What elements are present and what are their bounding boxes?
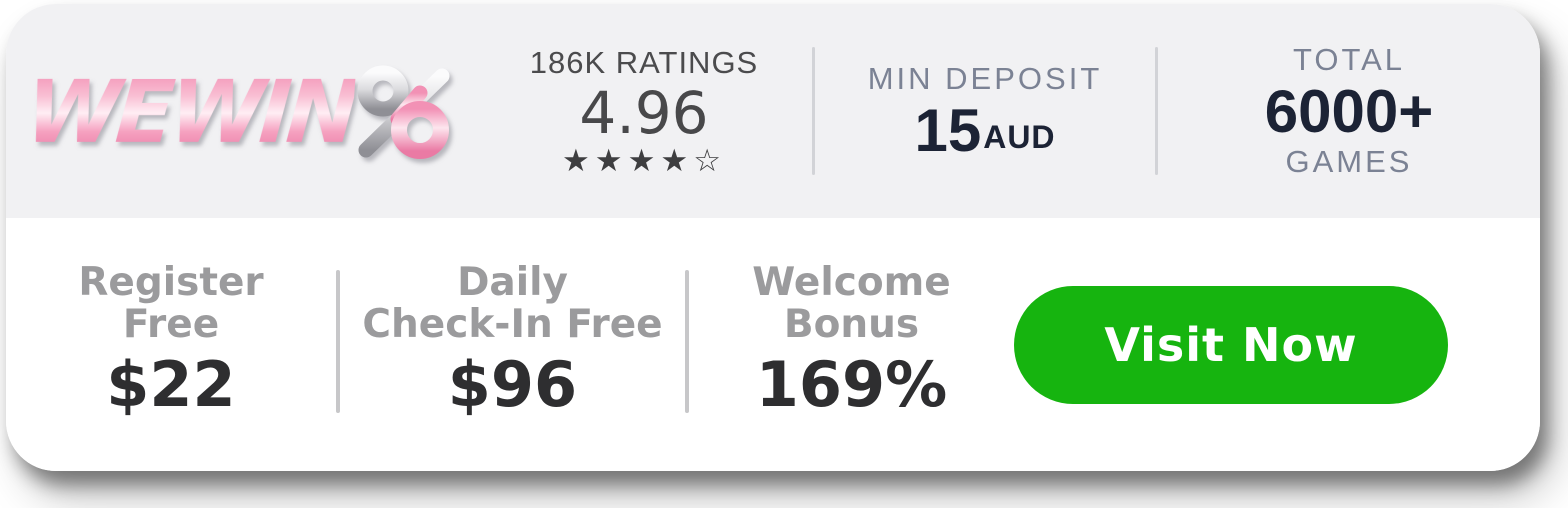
divider [1155,47,1158,175]
total-games-value: 6000+ [1264,77,1434,145]
min-deposit-label: MIN DEPOSIT [867,61,1103,97]
brand-logo-wordmark: WEWIN [22,63,358,163]
divider [336,270,340,413]
min-deposit-value: 15 AUD [914,99,1055,162]
divider [685,270,689,413]
casino-offer-card: WEWIN [6,4,1540,471]
offer-value: 169% [755,348,948,422]
offer-label-line1: Register [78,259,264,305]
ratings-stat: 186K RATINGS 4.96 ★★★★☆ [476,45,812,177]
min-deposit-currency: AUD [983,119,1056,156]
stars-filled: ★★★★ [562,142,694,179]
ratings-score: 4.96 [579,79,709,148]
star-empty: ☆ [693,142,726,179]
offer-label-line2: Bonus [783,302,920,348]
brand-logo-96-percent-icon [352,64,456,169]
offers-band: Register Free $22 Daily Check-In Free $9… [6,218,1540,471]
min-deposit-stat: MIN DEPOSIT 15 AUD [815,60,1155,162]
offer-label: Daily Check-In Free [362,259,663,348]
offer-label-line1: Daily [457,259,568,305]
star-rating: ★★★★☆ [562,142,726,179]
brand-logo: WEWIN [6,54,476,169]
visit-now-button[interactable]: Visit Now [1014,285,1448,404]
divider [812,47,815,175]
offer-label: Welcome Bonus [752,259,951,348]
min-deposit-amount: 15 [914,96,982,164]
offer-daily-checkin: Daily Check-In Free $96 [340,259,685,422]
offer-welcome-bonus: Welcome Bonus 169% [689,259,1014,422]
total-games-stat: TOTAL 6000+ GAMES [1158,41,1540,182]
offer-value: $96 [447,348,578,422]
ratings-label: 186K RATINGS [529,45,759,81]
offer-value: $22 [106,348,236,422]
total-games-label-top: TOTAL [1292,41,1406,77]
total-games-label-bottom: GAMES [1285,143,1413,179]
offer-label-line2: Check-In Free [362,302,663,348]
offer-register-free: Register Free $22 [6,259,336,422]
offer-label: Register Free [78,259,264,348]
offer-label-line2: Free [122,302,220,348]
offer-label-line1: Welcome [752,259,951,305]
stats-band: WEWIN [6,4,1540,218]
